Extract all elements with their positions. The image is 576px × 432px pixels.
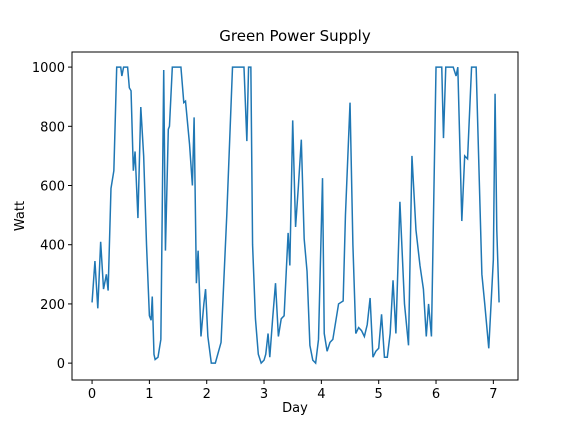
x-tick-label: 0 <box>88 387 96 402</box>
y-tick-label: 1000 <box>32 61 65 76</box>
line <box>91 66 500 365</box>
x-tick-label: 6 <box>432 387 440 402</box>
x-tick-label: 4 <box>317 387 325 402</box>
plot-frame <box>71 51 519 381</box>
y-axis-label: Watt <box>13 201 28 231</box>
y-tick-label: 400 <box>40 239 65 254</box>
x-tick-label: 2 <box>203 387 211 402</box>
y-tick-label: 0 <box>57 357 65 372</box>
x-tick-label: 5 <box>375 387 383 402</box>
y-tick-label: 200 <box>40 298 65 313</box>
x-tick-label: 3 <box>260 387 268 402</box>
x-tick-label: 7 <box>489 387 497 402</box>
x-axis-label: Day <box>282 401 308 416</box>
y-tick-label: 800 <box>40 120 65 135</box>
x-tick-label: 1 <box>145 387 153 402</box>
chart-title: Green Power Supply <box>219 27 371 45</box>
y-tick-label: 600 <box>40 180 65 195</box>
